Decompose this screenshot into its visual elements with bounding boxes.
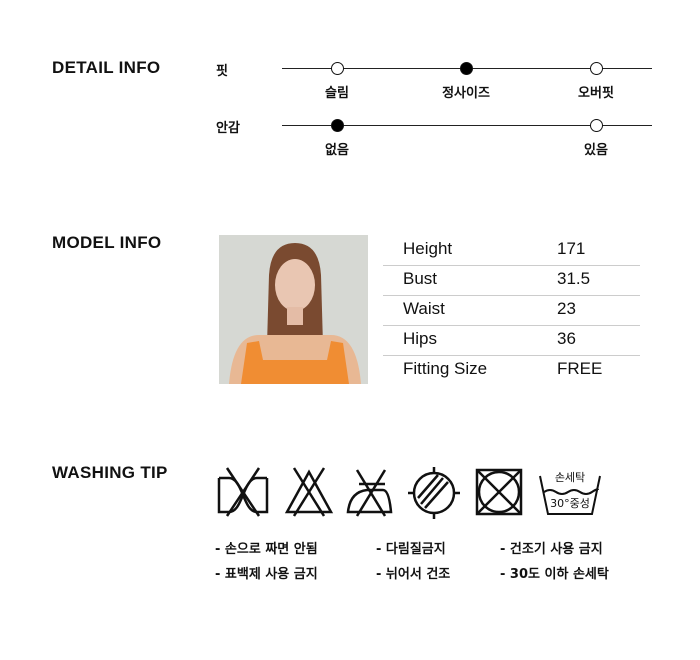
tip-hand-wash: - 30도 이하 손세탁 (500, 567, 609, 582)
hand-wash-label: 손세탁 (554, 471, 586, 484)
fit-option-regular: 정사이즈 (442, 86, 490, 101)
detail-info-heading: DETAIL INFO (52, 58, 161, 77)
washing-tip-heading: WASHING TIP (52, 463, 168, 482)
model-value: 171 (557, 239, 586, 258)
fit-label: 핏 (216, 64, 228, 79)
model-row-waist: Waist 23 (383, 295, 640, 326)
lining-option-yes: 있음 (584, 143, 608, 158)
no-tumble-dry-icon (475, 468, 523, 516)
model-row-height: Height 171 (383, 235, 640, 266)
lining-option-none: 없음 (325, 143, 349, 158)
model-photo (219, 235, 368, 384)
tip-no-iron: - 다림질금지 (376, 542, 446, 557)
model-key: Hips (403, 329, 438, 348)
model-row-fitting-size: Fitting Size FREE (383, 355, 640, 385)
tip-no-bleach: - 표백제 사용 금지 (215, 567, 318, 582)
lining-yes-dot (590, 119, 603, 132)
tip-dry-flat: - 뉘어서 건조 (376, 567, 451, 582)
fit-option-over: 오버핏 (578, 86, 614, 101)
tip-no-wring: - 손으로 짜면 안됨 (215, 542, 318, 557)
line-dry-shade-icon (408, 467, 460, 519)
fit-option-slim-dot (331, 62, 344, 75)
hand-wash-30-icon: 손세탁 30°중성 (538, 466, 602, 520)
lining-scale-line (282, 125, 652, 126)
model-value: 36 (557, 329, 576, 348)
fit-option-regular-dot (460, 62, 473, 75)
model-row-bust: Bust 31.5 (383, 265, 640, 296)
wash-tub-icon (539, 475, 601, 515)
no-wring-icon (217, 467, 269, 517)
hand-wash-temp: 30°중성 (550, 497, 590, 510)
model-key: Waist (403, 299, 445, 318)
fit-option-slim: 슬림 (325, 86, 349, 101)
model-key: Bust (403, 269, 438, 288)
tip-no-dryer: - 건조기 사용 금지 (500, 542, 603, 557)
no-iron-icon (346, 469, 393, 517)
model-key: Height (403, 239, 453, 258)
model-row-hips: Hips 36 (383, 325, 640, 356)
model-info-heading: MODEL INFO (52, 233, 162, 252)
fit-option-over-dot (590, 62, 603, 75)
lining-none-dot (331, 119, 344, 132)
model-value: 31.5 (557, 269, 591, 288)
model-value: 23 (557, 299, 576, 318)
lining-label: 안감 (216, 121, 240, 136)
no-bleach-icon (284, 467, 334, 517)
model-key: Fitting Size (403, 359, 488, 378)
model-value: FREE (557, 359, 603, 378)
